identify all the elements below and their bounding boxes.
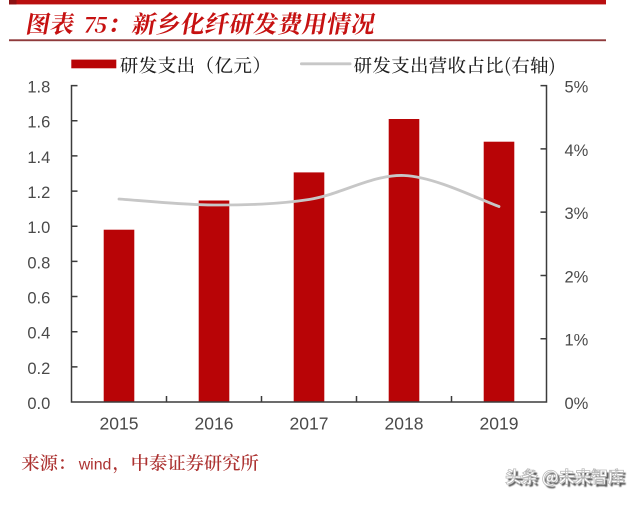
svg-text:0%: 0% xyxy=(565,395,589,413)
svg-text:5%: 5% xyxy=(565,79,589,97)
svg-text:0.8: 0.8 xyxy=(27,254,50,272)
svg-text:2019: 2019 xyxy=(480,413,519,433)
svg-text:1.8: 1.8 xyxy=(27,79,50,97)
svg-text:4%: 4% xyxy=(565,142,589,160)
svg-text:wind: wind xyxy=(78,457,112,474)
svg-text:0.4: 0.4 xyxy=(27,325,50,343)
svg-text:0.0: 0.0 xyxy=(27,395,50,413)
svg-text:1.2: 1.2 xyxy=(27,184,50,202)
svg-text:0.6: 0.6 xyxy=(27,290,50,308)
svg-text:2%: 2% xyxy=(565,268,589,286)
svg-text:2018: 2018 xyxy=(385,413,424,433)
svg-text:3%: 3% xyxy=(565,205,589,223)
svg-text:2016: 2016 xyxy=(195,413,234,433)
svg-text:2015: 2015 xyxy=(100,413,139,433)
svg-text:1.4: 1.4 xyxy=(27,149,50,167)
svg-text:2017: 2017 xyxy=(290,413,329,433)
svg-text:1.0: 1.0 xyxy=(27,219,50,237)
svg-text:1%: 1% xyxy=(565,332,589,350)
svg-text:1.6: 1.6 xyxy=(27,114,50,132)
svg-text:0.2: 0.2 xyxy=(27,360,50,378)
